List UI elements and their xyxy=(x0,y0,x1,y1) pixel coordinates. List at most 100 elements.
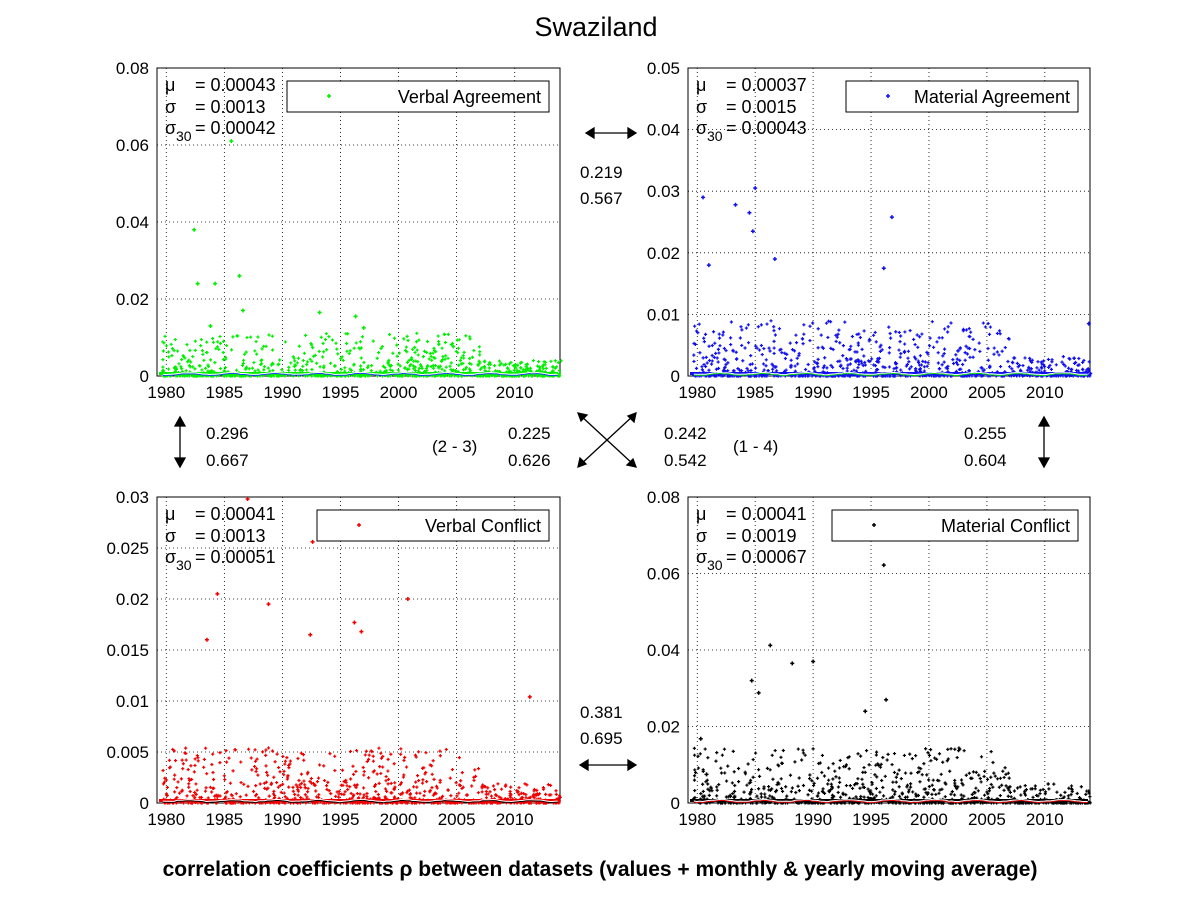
scatter-point xyxy=(692,746,696,750)
scatter-point xyxy=(955,755,959,760)
scatter-point xyxy=(521,368,525,372)
scatter-point xyxy=(481,783,485,787)
scatter-point xyxy=(334,794,338,798)
scatter-point xyxy=(235,334,239,338)
scatter-point xyxy=(736,780,741,784)
scatter-point xyxy=(709,362,714,366)
data-point xyxy=(749,678,754,683)
scatter-point xyxy=(489,794,494,798)
scatter-point xyxy=(888,346,892,350)
scatter-point xyxy=(293,368,297,372)
y-tick-label: 0 xyxy=(671,367,680,386)
scatter-point xyxy=(881,794,886,798)
scatter-point xyxy=(862,765,866,770)
scatter-point xyxy=(933,756,937,760)
scatter-point xyxy=(377,351,381,355)
scatter-point xyxy=(705,778,709,782)
scatter-point xyxy=(1023,793,1028,797)
scatter-point xyxy=(946,757,950,761)
scatter-point xyxy=(811,747,815,751)
scatter-point xyxy=(942,327,947,331)
scatter-point xyxy=(812,367,816,371)
scatter-point xyxy=(201,352,205,357)
scatter-point xyxy=(879,343,883,347)
scatter-point xyxy=(361,765,365,770)
scatter-point xyxy=(470,784,474,788)
scatter-point xyxy=(863,360,867,365)
scatter-point xyxy=(767,784,771,789)
corr-bottom-2: 0.695 xyxy=(580,729,623,748)
scatter-point xyxy=(197,364,201,368)
scatter-point xyxy=(707,793,711,797)
scatter-point xyxy=(741,359,745,363)
scatter-point xyxy=(768,768,772,772)
scatter-point xyxy=(556,361,560,365)
data-point xyxy=(706,263,711,268)
data-point xyxy=(750,229,755,234)
scatter-point xyxy=(386,757,390,761)
scatter-point xyxy=(774,790,778,794)
scatter-point xyxy=(773,365,777,369)
scatter-point xyxy=(362,769,366,774)
corr-top-2: 0.567 xyxy=(580,189,623,208)
scatter-point xyxy=(183,751,187,755)
scatter-point xyxy=(1009,795,1013,799)
arrow-cross xyxy=(576,411,638,469)
scatter-point xyxy=(864,749,869,753)
y-tick-label: 0.08 xyxy=(116,59,149,78)
scatter-point xyxy=(849,357,853,361)
scatter-point xyxy=(927,785,931,789)
scatter-point xyxy=(1059,793,1063,797)
sigma30-subscript: 30 xyxy=(176,128,192,144)
scatter-point xyxy=(180,789,184,794)
scatter-point xyxy=(247,367,251,371)
scatter-point xyxy=(918,367,922,371)
scatter-point xyxy=(698,351,702,355)
scatter-point xyxy=(692,353,696,357)
scatter-point xyxy=(334,341,338,345)
scatter-point xyxy=(837,776,841,780)
scatter-point xyxy=(322,350,326,354)
scatter-point xyxy=(516,363,520,367)
scatter-point xyxy=(809,789,814,793)
scatter-point xyxy=(333,364,337,368)
scatter-point xyxy=(240,363,245,367)
scatter-point xyxy=(354,748,359,753)
scatter-point xyxy=(816,365,820,369)
y-tick-label: 0.08 xyxy=(647,488,680,507)
yearly-average-line xyxy=(162,798,558,803)
scatter-point xyxy=(942,347,947,351)
scatter-point xyxy=(700,368,704,372)
scatter-point xyxy=(519,366,523,370)
scatter-point xyxy=(162,341,166,345)
scatter-point xyxy=(422,349,427,353)
scatter-point xyxy=(392,336,397,340)
scatter-point xyxy=(909,365,913,369)
scatter-point xyxy=(432,777,436,781)
data-point xyxy=(229,139,234,144)
scatter-point xyxy=(822,791,827,795)
scatter-point xyxy=(845,358,849,362)
scatter-point xyxy=(834,775,838,779)
sigma-value: = 0.0013 xyxy=(195,97,266,117)
scatter-point xyxy=(706,782,710,786)
x-tick-label: 2010 xyxy=(496,383,534,402)
y-tick-label: 0.06 xyxy=(647,565,680,584)
scatter-point xyxy=(800,337,804,341)
scatter-point xyxy=(381,754,385,759)
scatter-point xyxy=(789,358,793,362)
scatter-point xyxy=(957,367,961,372)
scatter-point xyxy=(434,784,439,788)
scatter-point xyxy=(472,348,476,353)
scatter-point xyxy=(557,369,561,373)
scatter-point xyxy=(935,340,939,344)
scatter-point xyxy=(979,755,984,759)
data-point xyxy=(881,563,886,568)
scatter-point xyxy=(165,793,169,797)
scatter-point xyxy=(1076,363,1080,367)
scatter-point xyxy=(375,356,379,360)
scatter-point xyxy=(222,774,226,778)
scatter-point xyxy=(544,792,548,796)
scatter-point xyxy=(922,365,927,369)
scatter-point xyxy=(870,782,874,786)
